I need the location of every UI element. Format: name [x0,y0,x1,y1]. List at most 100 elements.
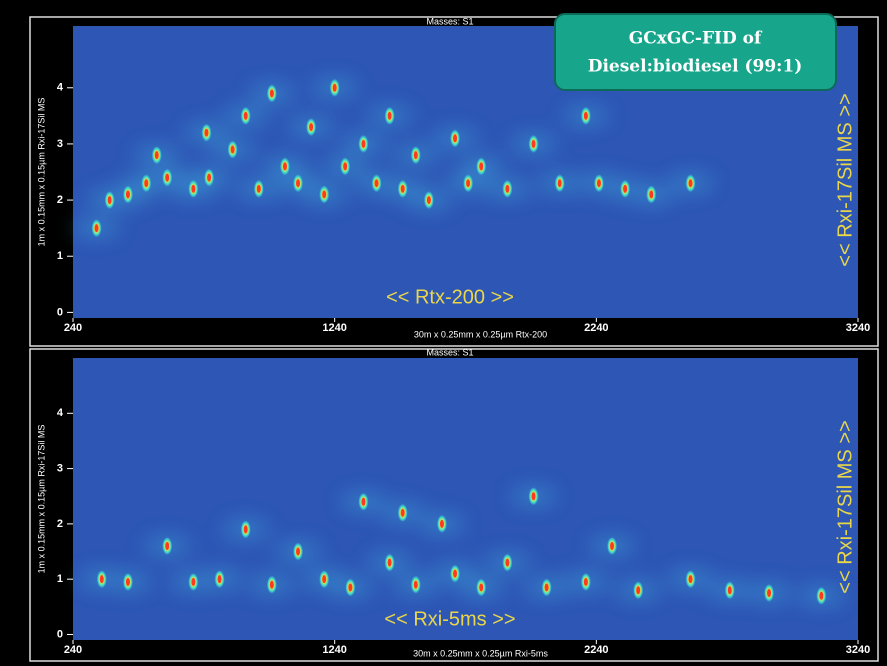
y-tick-label: 0 [57,628,63,640]
peak [466,179,471,188]
peak [361,139,366,148]
peak [505,184,510,193]
peak [636,586,641,595]
peak [400,508,405,517]
peak [387,558,392,567]
x-tick-label: 2240 [584,644,608,656]
y-tick-label: 4 [57,82,64,94]
peak [207,173,212,182]
x-tick-label: 240 [64,322,82,334]
title-line: GCxGC-FID of [629,29,763,49]
peak [296,547,301,556]
peak [413,580,418,589]
peak [243,525,248,534]
x-tick-label: 2240 [584,322,608,334]
y-tick-label: 1 [57,250,63,262]
peak [583,577,588,586]
peak [256,184,261,193]
y-axis-label: 1m x 0.15mm x 0.15µm Rxi-17Sil MS [36,98,46,247]
peak [688,575,693,584]
peak [125,577,130,586]
plot-area [73,358,858,640]
y-annotation: << Rxi-17Sil MS >> [834,93,856,266]
peak [99,575,104,584]
peak [819,591,824,600]
x-annotation: << Rtx-200 >> [386,286,514,308]
peak [610,542,615,550]
x-tick-label: 3240 [846,644,870,656]
y-tick-label: 2 [57,194,63,206]
peak [165,173,170,182]
peak [374,179,379,188]
peak [125,190,130,199]
y-tick-label: 4 [57,407,64,419]
peak [217,575,222,584]
peak [727,586,732,595]
peak [583,111,588,120]
peak [94,224,99,233]
peak [204,128,209,137]
peak [531,139,536,148]
peak [243,111,248,120]
peak [343,162,348,171]
peak [230,145,235,154]
peak [479,583,484,592]
peak [332,83,337,92]
x-tick-label: 1240 [322,322,346,334]
panel-border [29,348,879,662]
y-tick-label: 1 [57,573,63,585]
peak [144,179,149,188]
x-axis-label: 30m x 0.25mm x 0.25µm Rtx-200 [414,329,547,339]
peak [191,184,196,193]
peak [269,89,274,98]
peak [426,196,431,205]
peak [282,162,287,171]
peak [767,589,772,597]
peak [688,179,693,188]
peak [479,162,484,171]
x-tick-label: 240 [64,644,82,656]
title-box: GCxGC-FID of Diesel:biodiesel (99:1) [554,13,837,91]
peak [296,179,301,188]
peak [649,190,654,199]
panel-title: Masses: S1 [426,347,473,357]
peak [623,184,628,193]
peak [191,577,196,586]
peak [154,151,159,160]
peak [400,184,405,193]
y-tick-label: 2 [57,518,63,530]
peak [322,190,327,199]
peak [269,580,274,589]
peak [361,497,366,506]
peak [322,575,327,584]
peak [557,179,562,188]
peak [453,134,458,143]
y-annotation: << Rxi-17Sil MS >> [834,420,856,593]
peak [505,558,510,567]
peak [348,583,353,592]
peak [413,151,418,160]
y-tick-label: 3 [57,138,63,150]
peak [439,519,444,528]
panel: Masses: S1 240 1240 2240 3240 0 1 2 3 4 30m x 0.2… [29,347,879,662]
peak [544,583,549,592]
peak [107,196,112,205]
panel-border [29,16,879,347]
x-tick-label: 3240 [846,322,870,334]
peak [387,111,392,120]
peak [596,179,601,188]
peak [309,123,314,132]
panel-title: Masses: S1 [426,16,473,26]
title-line: Diesel:biodiesel (99:1) [588,57,803,77]
peak [453,569,458,578]
y-axis-label: 1m x 0.15mm x 0.15µm Rxi-17Sil MS [36,425,46,574]
y-tick-label: 3 [57,462,63,474]
peak [531,492,536,501]
peak [165,542,170,550]
y-tick-label: 0 [57,306,63,318]
x-axis-label: 30m x 0.25mm x 0.25µm Rxi-5ms [413,648,548,658]
x-tick-label: 1240 [322,644,346,656]
title-box-bg [554,13,837,91]
x-annotation: << Rxi-5ms >> [384,608,515,630]
